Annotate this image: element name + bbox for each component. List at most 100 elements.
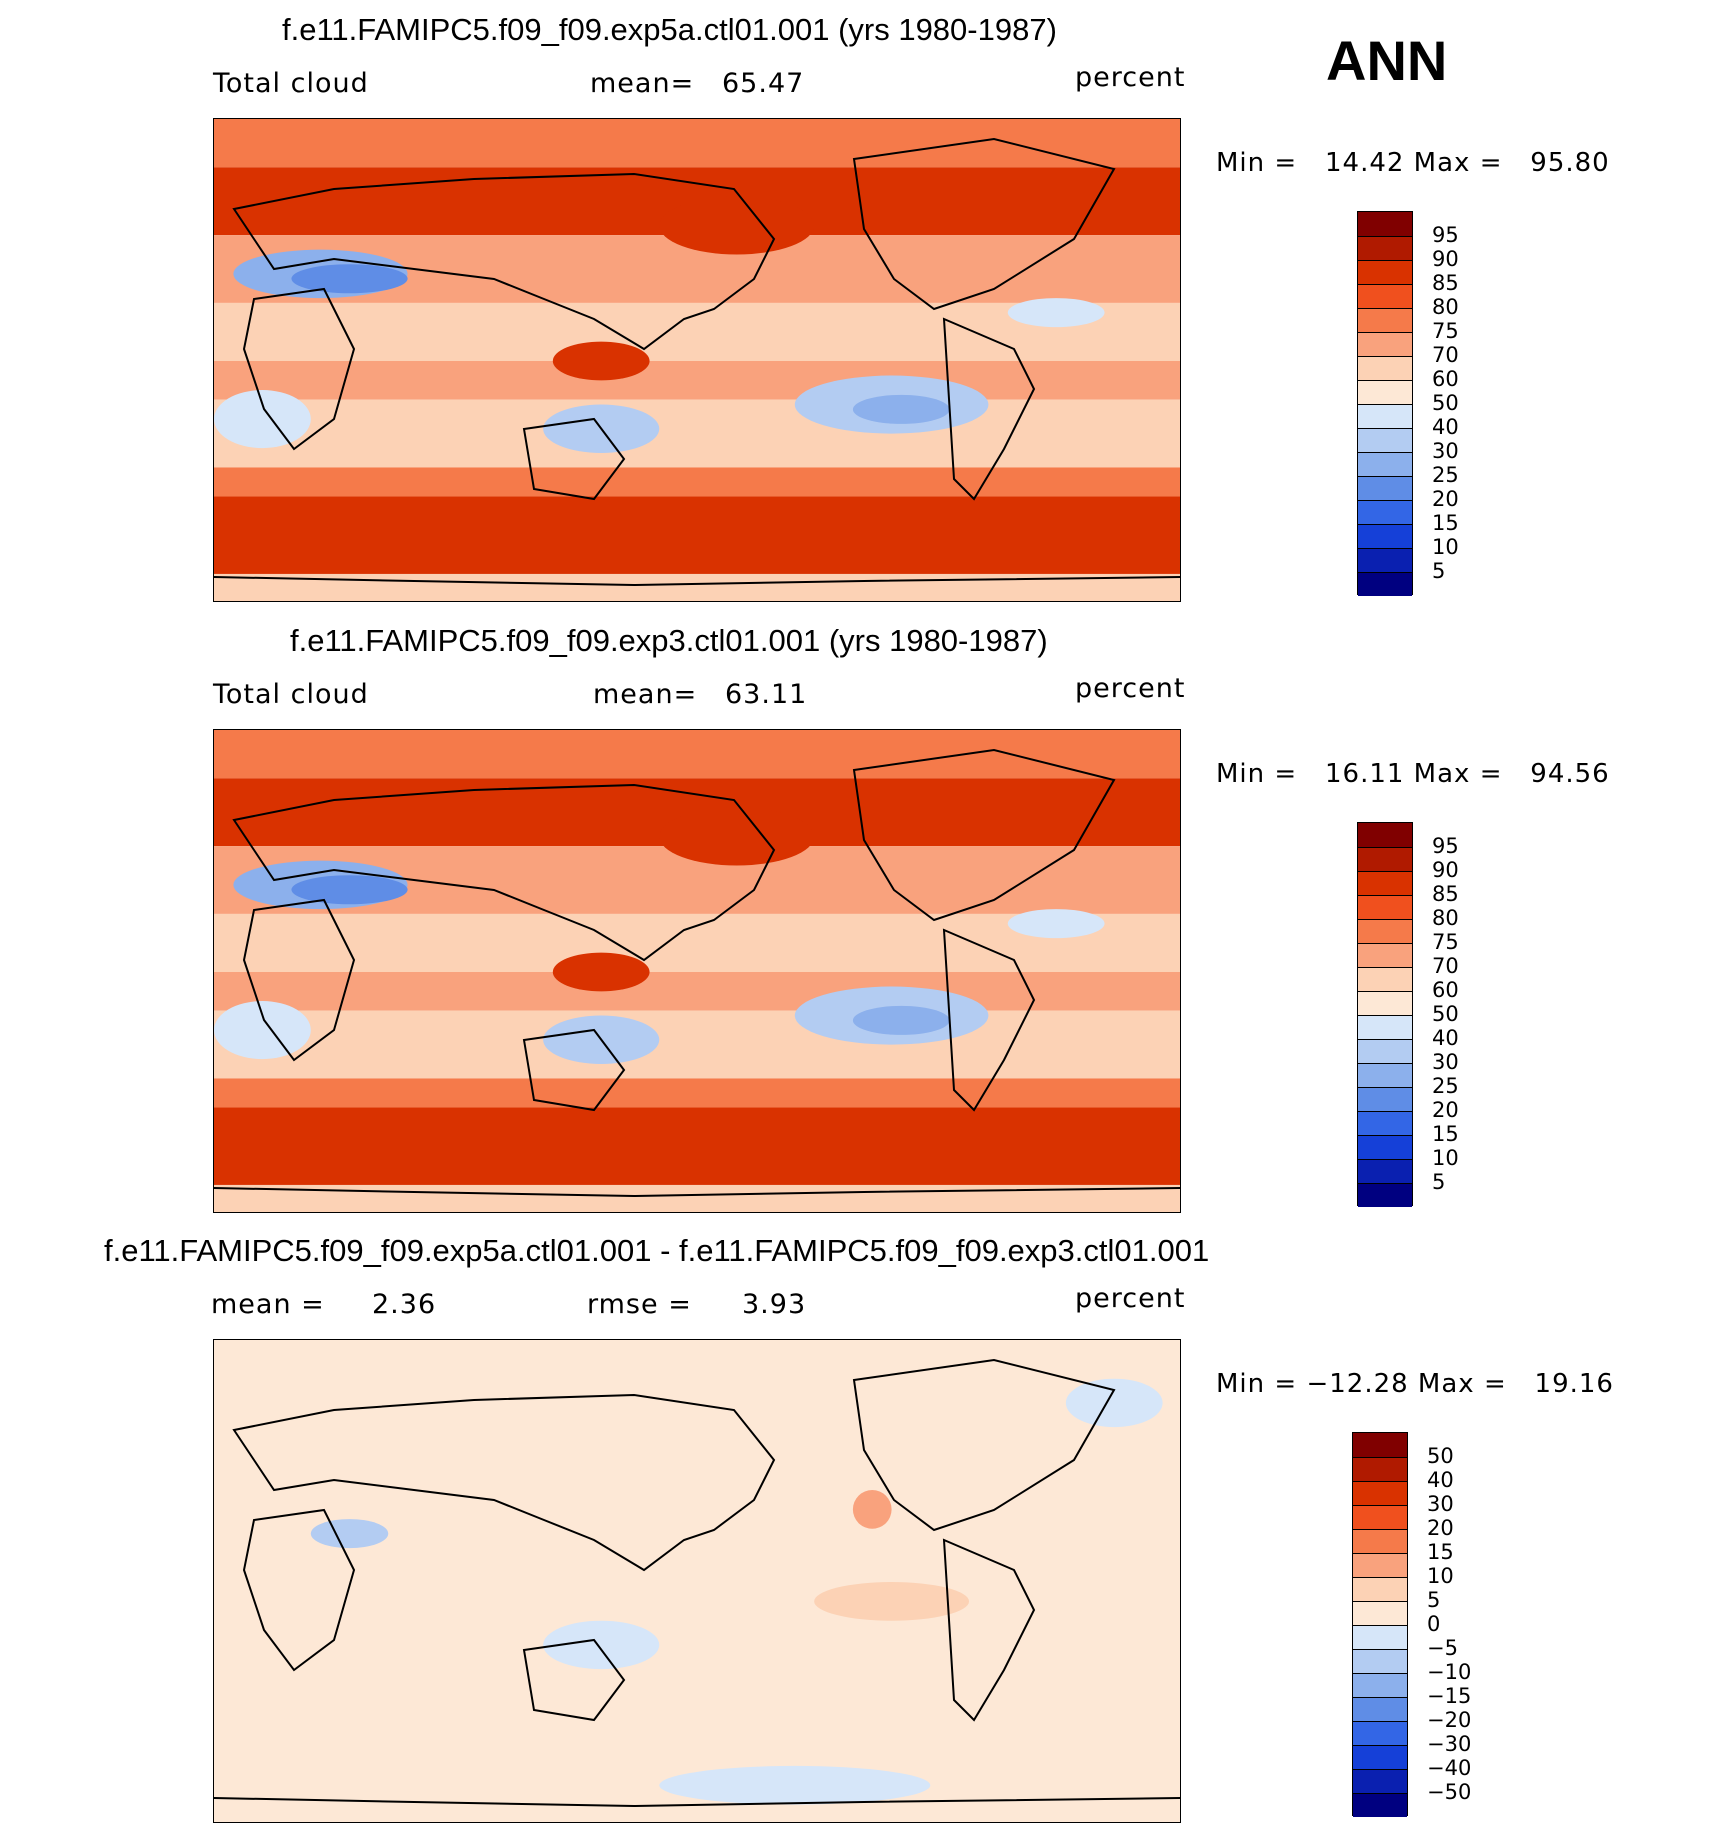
colorbar-tick-label: 85 bbox=[1432, 271, 1459, 295]
colorbar-tick-label: 10 bbox=[1432, 1146, 1459, 1170]
colorbar-swatch bbox=[1358, 404, 1412, 428]
contour-region bbox=[214, 390, 311, 449]
colorbar-swatch bbox=[1358, 572, 1412, 596]
colorbar-tick-label: 30 bbox=[1432, 1050, 1459, 1074]
colorbar-tick-label: −40 bbox=[1427, 1756, 1472, 1780]
colorbar-swatch bbox=[1353, 1649, 1407, 1673]
colorbar-swatch bbox=[1358, 991, 1412, 1015]
min-max-text: Min = 16.11 Max = 94.56 bbox=[1216, 759, 1610, 789]
colorbar-tick-label: 20 bbox=[1432, 1098, 1459, 1122]
colorbar-tick-label: 50 bbox=[1432, 391, 1459, 415]
rmse-label: rmse = bbox=[587, 1289, 692, 1320]
contour-region bbox=[852, 1005, 950, 1035]
colorbar-tick-label: 60 bbox=[1432, 367, 1459, 391]
contour-band bbox=[214, 1078, 1180, 1108]
variable-label: Total cloud bbox=[213, 68, 369, 99]
colorbar-swatch bbox=[1353, 1553, 1407, 1577]
colorbar-tick-label: 75 bbox=[1432, 930, 1459, 954]
coastline bbox=[852, 137, 1116, 311]
colorbar-swatch bbox=[1353, 1721, 1407, 1745]
colorbar-tick-label: 25 bbox=[1432, 1074, 1459, 1098]
coastline bbox=[242, 1508, 356, 1672]
season-label: ANN bbox=[1326, 29, 1448, 92]
colorbar-tick-label: 85 bbox=[1432, 882, 1459, 906]
contour-field bbox=[214, 1340, 1180, 1822]
map-exp5a bbox=[213, 118, 1181, 602]
colorbar-swatch bbox=[1353, 1673, 1407, 1697]
colorbar-tick-label: 30 bbox=[1432, 439, 1459, 463]
colorbar-tick-label: 20 bbox=[1432, 487, 1459, 511]
contour-region bbox=[543, 1620, 660, 1670]
coastline bbox=[214, 1797, 1180, 1808]
colorbar-tick-label: 50 bbox=[1432, 1002, 1459, 1026]
mean-label: mean= bbox=[593, 679, 698, 710]
colorbar-swatch bbox=[1353, 1457, 1407, 1481]
map-difference bbox=[213, 1339, 1181, 1823]
colorbar-swatch bbox=[1358, 548, 1412, 572]
colorbar-swatch bbox=[1353, 1697, 1407, 1721]
colorbar-swatch bbox=[1358, 356, 1412, 380]
colorbar-swatch bbox=[1353, 1625, 1407, 1649]
colorbar-tick-label: 70 bbox=[1432, 954, 1459, 978]
coastline bbox=[522, 417, 626, 501]
contour-region bbox=[214, 1001, 311, 1060]
colorbar-swatch bbox=[1358, 308, 1412, 332]
colorbar-tick-label: −15 bbox=[1427, 1684, 1472, 1708]
contour-band bbox=[214, 1010, 1180, 1079]
mean-label: mean = bbox=[211, 1289, 325, 1320]
colorbar-swatch bbox=[1353, 1601, 1407, 1625]
colorbar-tick-label: 90 bbox=[1432, 247, 1459, 271]
colorbar-swatch bbox=[1353, 1793, 1407, 1817]
colorbar-swatch bbox=[1358, 212, 1412, 236]
contour-region bbox=[1007, 298, 1105, 328]
colorbar-tick-label: −5 bbox=[1427, 1636, 1458, 1660]
panel-title: f.e11.FAMIPC5.f09_f09.exp3.ctl01.001 (yr… bbox=[290, 623, 1048, 658]
contour-band bbox=[214, 119, 1180, 168]
colorbar-tick-label: 15 bbox=[1427, 1540, 1454, 1564]
contour-band bbox=[214, 496, 1180, 574]
contour-band bbox=[214, 361, 1180, 400]
colorbar-swatch bbox=[1358, 1183, 1412, 1207]
contour-region bbox=[1007, 909, 1105, 939]
colorbar-swatch bbox=[1358, 1063, 1412, 1087]
colorbar-swatch bbox=[1353, 1745, 1407, 1769]
coastline bbox=[852, 1358, 1116, 1532]
colorbar-swatch bbox=[1358, 871, 1412, 895]
colorbar-tick-label: 10 bbox=[1427, 1564, 1454, 1588]
contour-region bbox=[659, 807, 815, 866]
colorbar-tick-label: 15 bbox=[1432, 511, 1459, 535]
colorbar-tick-label: −20 bbox=[1427, 1708, 1472, 1732]
colorbar-swatch bbox=[1353, 1433, 1407, 1457]
colorbar-swatch bbox=[1358, 260, 1412, 284]
colorbar-tick-label: 60 bbox=[1432, 978, 1459, 1002]
colorbar-swatch bbox=[1358, 1111, 1412, 1135]
colorbar-swatch bbox=[1358, 236, 1412, 260]
colorbar-tick-label: 40 bbox=[1432, 1026, 1459, 1050]
colorbar-swatch bbox=[1358, 1087, 1412, 1111]
coastline bbox=[942, 1538, 1036, 1722]
colorbar-tick-label: 90 bbox=[1432, 858, 1459, 882]
colorbar-tick-label: 30 bbox=[1427, 1492, 1454, 1516]
coastline bbox=[942, 317, 1036, 501]
colorbar-tick-label: 10 bbox=[1432, 535, 1459, 559]
coastline bbox=[214, 1187, 1180, 1198]
mean-value: 63.11 bbox=[725, 679, 808, 710]
contour-region bbox=[291, 264, 408, 294]
colorbar-swatch bbox=[1358, 1135, 1412, 1159]
colorbar-tick-label: 70 bbox=[1432, 343, 1459, 367]
colorbar-tick-label: 5 bbox=[1432, 1170, 1446, 1194]
colorbar-swatch bbox=[1358, 823, 1412, 847]
coastline bbox=[242, 898, 356, 1062]
contour-region bbox=[552, 341, 650, 381]
colorbar-swatch bbox=[1358, 1015, 1412, 1039]
colorbar-swatch bbox=[1358, 895, 1412, 919]
coastline bbox=[852, 748, 1116, 922]
contour-region bbox=[814, 1582, 970, 1621]
colorbar-tick-label: −10 bbox=[1427, 1660, 1472, 1684]
panel-title: f.e11.FAMIPC5.f09_f09.exp5a.ctl01.001 (y… bbox=[282, 12, 1057, 47]
colorbar-tick-label: −50 bbox=[1427, 1780, 1472, 1804]
coastline bbox=[214, 576, 1180, 587]
variable-label: Total cloud bbox=[213, 679, 369, 710]
contour-band bbox=[214, 1107, 1180, 1185]
colorbar-tick-label: 0 bbox=[1427, 1612, 1441, 1636]
